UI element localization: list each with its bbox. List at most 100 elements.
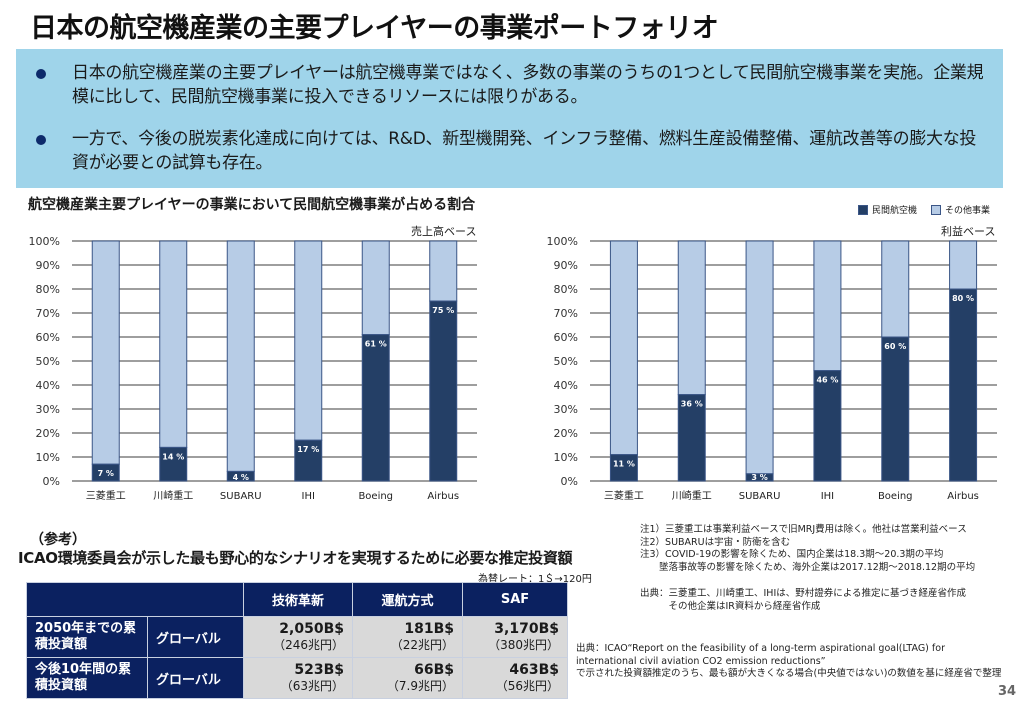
bar-segment-civil xyxy=(91,463,120,482)
chart-basis-label-profit: 利益ベース xyxy=(941,225,996,238)
y-tick-label: 60% xyxy=(36,331,60,344)
bar-segment-civil xyxy=(609,454,638,482)
page-title: 日本の航空機産業の主要プレイヤーの事業ポートフォリオ xyxy=(30,13,719,44)
source-line: その他企業はIR資料から経産省作成 xyxy=(640,600,821,612)
chart-source: 出典：三菱重工、川崎重工、IHIは、野村證券による推定に基づき経産省作成 その他… xyxy=(640,588,966,613)
source-line: 出典：ICAO“Report on the feasibility of a l… xyxy=(576,643,945,654)
y-tick-label: 60% xyxy=(554,331,578,344)
chart-notes: 注1）三菱重工は事業利益ベースで旧MRJ費用は除く。他社は営業利益ベース 注2）… xyxy=(640,524,975,574)
data-label: 4 % xyxy=(233,473,249,482)
bar-segment-civil xyxy=(881,336,910,482)
legend-item-civil: 民間航空機 xyxy=(858,203,917,216)
value-jpy: （246兆円） xyxy=(273,638,344,652)
data-label: 7 % xyxy=(98,469,114,478)
x-tick-label: IHI xyxy=(821,491,834,502)
bar-segment-other xyxy=(609,240,638,456)
data-label: 3 % xyxy=(751,473,767,482)
note-line: 注1）三菱重工は事業利益ベースで旧MRJ費用は除く。他社は営業利益ベース xyxy=(640,524,967,535)
summary-bullet-text: 日本の航空機産業の主要プレイヤーは航空機専業ではなく、多数の事業のうちの1つとし… xyxy=(72,63,984,107)
data-label: 80 % xyxy=(952,294,974,303)
value-jpy: （56兆円） xyxy=(495,679,559,693)
chart-section-title: 航空機産業主要プレイヤーの事業において民間航空機事業が占める割合 xyxy=(28,197,476,213)
y-tick-label: 10% xyxy=(36,451,60,464)
bar-segment-civil xyxy=(949,288,978,482)
y-tick-label: 30% xyxy=(554,403,578,416)
value-usd: 463B$ xyxy=(509,662,559,678)
table-header-cell: 技術革新 xyxy=(243,582,353,617)
x-tick-label: Airbus xyxy=(427,491,459,502)
value-usd: 181B$ xyxy=(404,621,454,637)
bullet-icon xyxy=(36,135,46,145)
bar-segment-other xyxy=(226,240,255,472)
table-cell: 3,170B$ （380兆円） xyxy=(462,616,568,658)
y-tick-label: 50% xyxy=(554,355,578,368)
source-line: で示された投資額推定のうち、最も額が大きくなる場合(中央値ではない)の数値を基に… xyxy=(576,668,1002,679)
x-tick-label: Boeing xyxy=(358,491,393,502)
bar-segment-civil xyxy=(294,439,323,482)
table-cell: 66B$ （7.9兆円） xyxy=(352,657,463,699)
revenue-share-chart: 0% 10% 20% 30% 40% 50% 60% 70% 80% 90% 100% 7 % 三菱重工… xyxy=(29,235,477,502)
y-tick-label: 0% xyxy=(43,475,60,488)
bar-segment-other xyxy=(881,240,910,338)
data-label: 46 % xyxy=(816,376,838,385)
x-tick-label: 川崎重工 xyxy=(153,489,193,502)
data-label: 36 % xyxy=(681,400,703,409)
source-line: international civil aviation CO2 emissio… xyxy=(576,655,826,667)
value-jpy: （63兆円） xyxy=(280,679,344,693)
x-tick-label: SUBARU xyxy=(739,491,781,502)
y-tick-label: 40% xyxy=(554,379,578,392)
y-tick-label: 100% xyxy=(547,235,578,248)
legend-label: その他事業 xyxy=(945,206,991,216)
y-tick-label: 50% xyxy=(36,355,60,368)
y-tick-label: 80% xyxy=(554,283,578,296)
bar-segment-other xyxy=(813,240,842,372)
note-line: 注3）COVID-19の影響を除くため、国内企業は18.3期～20.3期の平均 xyxy=(640,549,944,560)
bar-segment-civil xyxy=(745,473,774,482)
bar-segment-civil xyxy=(226,470,255,482)
fx-rate-note: 為替レート：1＄→120円 xyxy=(478,574,592,585)
chart-legend: 民間航空機 その他事業 xyxy=(858,203,990,216)
bar-segment-other xyxy=(361,240,390,336)
x-tick-label: 川崎重工 xyxy=(672,489,712,502)
summary-box: 日本の航空機産業の主要プレイヤーは航空機専業ではなく、多数の事業のうちの1つとし… xyxy=(16,49,1003,188)
bar-segment-civil xyxy=(159,446,188,482)
y-tick-label: 40% xyxy=(36,379,60,392)
bar-segment-civil xyxy=(813,370,842,482)
y-tick-label: 100% xyxy=(29,235,60,248)
y-tick-label: 80% xyxy=(36,283,60,296)
table-header-empty xyxy=(26,582,244,617)
bar-segment-other xyxy=(677,240,706,396)
table-title: ICAO環境委員会が示した最も野心的なシナリオを実現するために必要な推定投資額 xyxy=(18,549,573,567)
row-scope: グローバル xyxy=(147,616,244,658)
table-header-cell: SAF xyxy=(462,582,568,617)
value-usd: 3,170B$ xyxy=(494,621,559,637)
legend-label: 民間航空機 xyxy=(872,206,918,216)
summary-bullet-text: 一方で、今後の脱炭素化達成に向けては、R&D、新型機開発、インフラ整備、燃料生産… xyxy=(72,129,977,173)
x-tick-label: Boeing xyxy=(878,491,913,502)
table-source: 出典：ICAO“Report on the feasibility of a l… xyxy=(576,643,1001,681)
data-label: 61 % xyxy=(365,340,387,349)
table-cell: 2,050B$ （246兆円） xyxy=(243,616,353,658)
source-line: 出典：三菱重工、川崎重工、IHIは、野村證券による推定に基づき経産省作成 xyxy=(640,588,966,599)
bar-segment-other xyxy=(745,240,774,475)
table-row: 2050年までの累積投資額 グローバル 2,050B$ （246兆円） 181B$… xyxy=(26,616,568,658)
summary-bullet: 一方で、今後の脱炭素化達成に向けては、R&D、新型機開発、インフラ整備、燃料生産… xyxy=(36,127,986,175)
value-jpy: （7.9兆円） xyxy=(386,679,454,693)
y-tick-label: 90% xyxy=(36,259,60,272)
value-jpy: （380兆円） xyxy=(488,638,559,652)
bullet-icon xyxy=(36,69,46,79)
y-tick-label: 0% xyxy=(561,475,578,488)
bar-segment-other xyxy=(91,240,120,465)
bar-segment-other xyxy=(429,240,458,302)
x-tick-label: 三菱重工 xyxy=(604,489,644,502)
y-tick-label: 70% xyxy=(554,307,578,320)
x-tick-label: 三菱重工 xyxy=(86,489,126,502)
table-row: 今後10年間の累積投資額 グローバル 523B$ （63兆円） 66B$ （7.9兆… xyxy=(26,657,568,699)
table-header-cell: 運航方式 xyxy=(352,582,463,617)
reference-label: （参考） xyxy=(30,532,86,548)
legend-swatch-other xyxy=(931,204,942,215)
bar-segment-civil xyxy=(677,394,706,482)
y-tick-label: 70% xyxy=(36,307,60,320)
summary-bullet: 日本の航空機産業の主要プレイヤーは航空機専業ではなく、多数の事業のうちの1つとし… xyxy=(36,61,986,109)
data-label: 60 % xyxy=(884,342,906,351)
